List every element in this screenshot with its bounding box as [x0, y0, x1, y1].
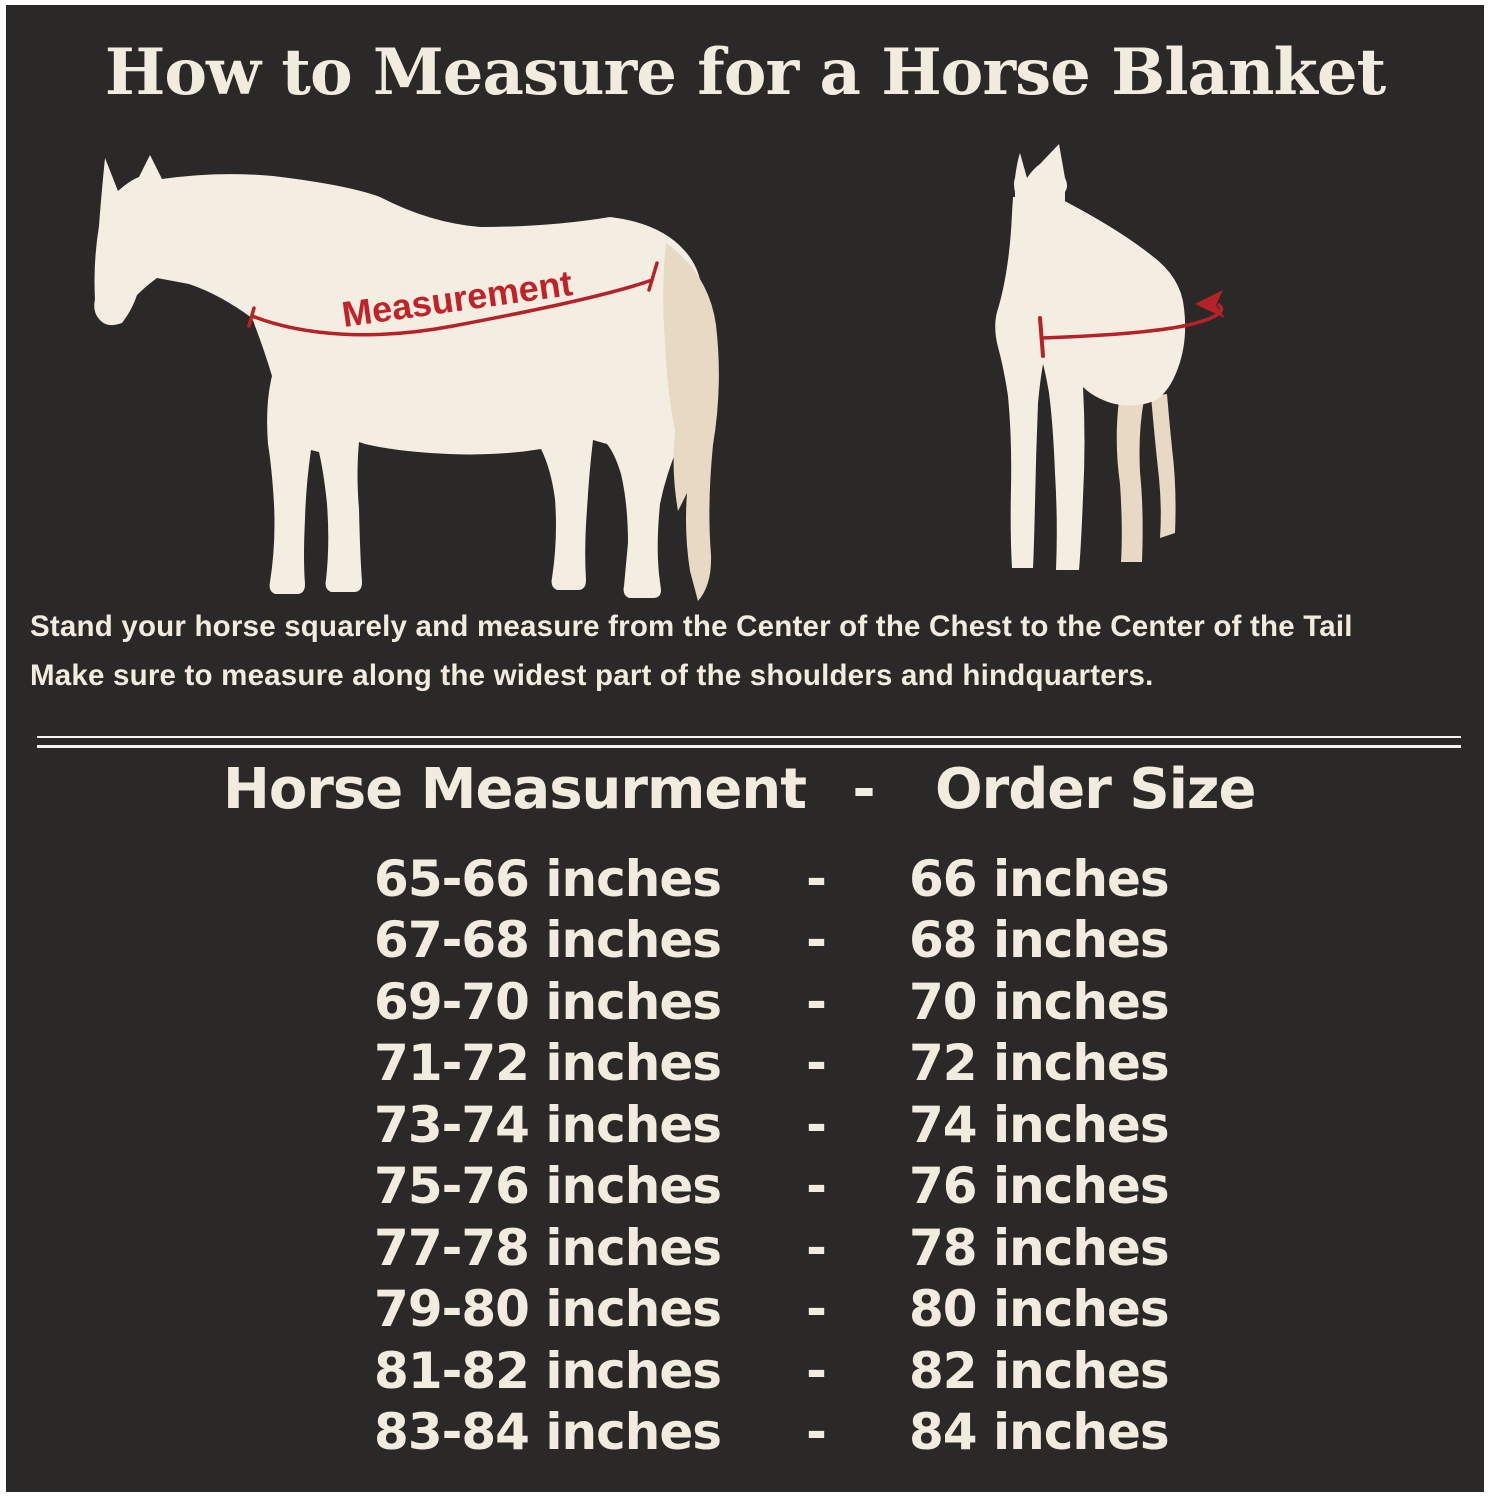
measurement-cell: 77-78 inches	[374, 1218, 722, 1277]
measuring-instructions: Stand your horse squarely and measure fr…	[30, 602, 1468, 700]
measurement-cell: 79-80 inches	[374, 1280, 722, 1339]
table-row: 65-66 inches - 66 inches	[6, 848, 1484, 910]
measurement-cell: 65-66 inches	[374, 849, 722, 908]
table-row: 73-74 inches - 74 inches	[6, 1094, 1484, 1156]
horse-side-body	[94, 155, 710, 598]
page-title: How to Measure for a Horse Blanket	[104, 35, 1386, 110]
order-size-cell: 70 inches	[909, 972, 1170, 1031]
header-separator: -	[852, 757, 875, 822]
separator-cell: -	[806, 911, 827, 970]
table-row: 79-80 inches - 80 inches	[6, 1279, 1484, 1341]
front-view-horse-illustration	[995, 144, 1225, 570]
horse-front-head	[1014, 144, 1067, 302]
order-size-cell: 68 inches	[909, 911, 1170, 970]
order-size-cell: 82 inches	[909, 1341, 1170, 1400]
order-size-cell: 74 inches	[909, 1095, 1170, 1154]
horse-front-hind-leg	[1116, 400, 1144, 562]
separator-cell: -	[806, 1095, 827, 1154]
order-size-cell: 76 inches	[909, 1157, 1170, 1216]
header-order-size: Order Size	[935, 757, 1257, 822]
table-row: 83-84 inches - 84 inches	[6, 1402, 1484, 1464]
separator-cell: -	[806, 1218, 827, 1277]
measurement-line	[247, 261, 659, 337]
table-row: 71-72 inches - 72 inches	[6, 1033, 1484, 1095]
order-size-cell: 78 inches	[909, 1218, 1170, 1277]
dark-panel: How to Measure for a Horse Blanket Measu…	[6, 5, 1484, 1492]
separator-cell: -	[806, 1157, 827, 1216]
size-table: 65-66 inches - 66 inches 67-68 inches - …	[6, 848, 1484, 1463]
order-size-cell: 80 inches	[909, 1280, 1170, 1339]
divider-rule	[37, 736, 1461, 748]
table-row: 69-70 inches - 70 inches	[6, 971, 1484, 1033]
side-view-horse-illustration: Measurement	[94, 155, 719, 601]
measurement-cell: 69-70 inches	[374, 972, 722, 1031]
measurement-cell: 81-82 inches	[374, 1341, 722, 1400]
measurement-arrow	[1038, 290, 1225, 358]
separator-cell: -	[806, 1280, 827, 1339]
measurement-cell: 75-76 inches	[374, 1157, 722, 1216]
separator-cell: -	[806, 849, 827, 908]
header-horse-measurement: Horse Measurment	[222, 757, 807, 822]
measurement-cell: 67-68 inches	[374, 911, 722, 970]
order-size-cell: 84 inches	[909, 1403, 1170, 1462]
horse-front-hind-leg	[1151, 394, 1176, 538]
arrowhead	[1195, 290, 1225, 318]
table-row: 75-76 inches - 76 inches	[6, 1156, 1484, 1218]
separator-cell: -	[806, 1341, 827, 1400]
table-row: 67-68 inches - 68 inches	[6, 910, 1484, 972]
table-row: 77-78 inches - 78 inches	[6, 1217, 1484, 1279]
instructions-line-2: Make sure to measure along the widest pa…	[30, 659, 1154, 692]
instructions-line-1: Stand your horse squarely and measure fr…	[30, 610, 1353, 643]
order-size-cell: 72 inches	[909, 1034, 1170, 1093]
horse-tail	[663, 243, 719, 601]
measurement-cell: 71-72 inches	[374, 1034, 722, 1093]
separator-cell: -	[806, 1403, 827, 1462]
separator-cell: -	[806, 1034, 827, 1093]
table-row: 81-82 inches - 82 inches	[6, 1340, 1484, 1402]
size-table-header: Horse Measurment - Order Size	[6, 757, 1484, 822]
measurement-cell: 73-74 inches	[374, 1095, 722, 1154]
separator-cell: -	[806, 972, 827, 1031]
measurement-cell: 83-84 inches	[374, 1403, 722, 1462]
order-size-cell: 66 inches	[909, 849, 1170, 908]
